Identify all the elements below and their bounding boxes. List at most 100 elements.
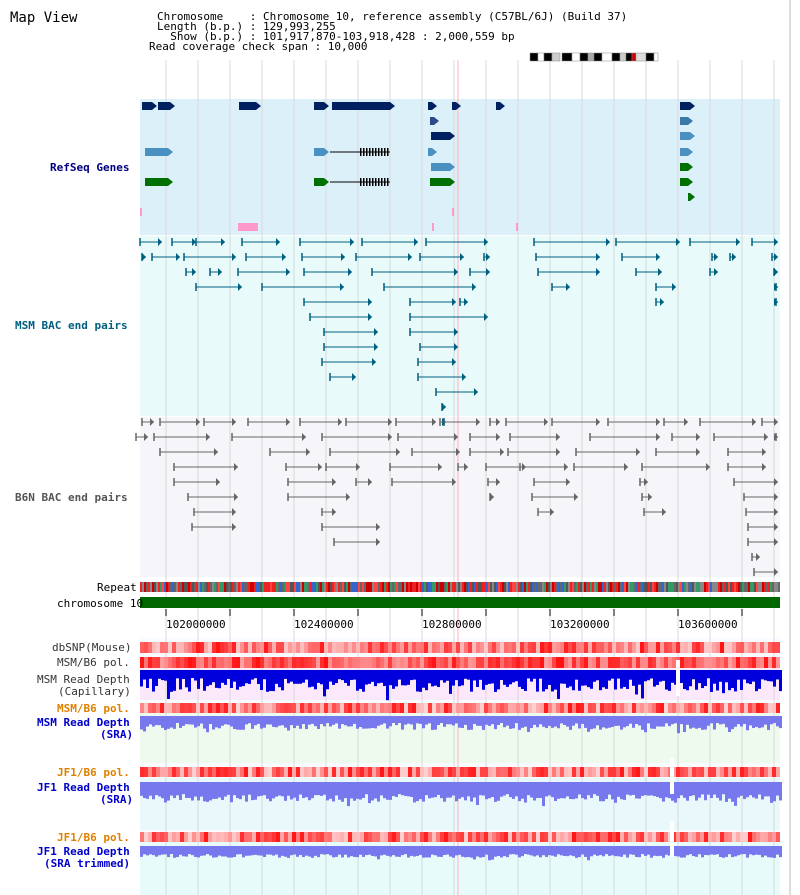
heat-cell — [140, 703, 144, 713]
depth-bar — [308, 716, 311, 725]
depth-bar — [623, 670, 626, 687]
heat-cell — [708, 657, 712, 668]
heat-cell — [372, 832, 376, 842]
depth-bar — [296, 670, 299, 684]
depth-bar — [539, 670, 542, 679]
depth-bar — [254, 782, 257, 800]
heat-cell — [684, 703, 688, 713]
heat-cell — [444, 832, 448, 842]
heat-cell — [252, 832, 256, 842]
depth-bar — [464, 846, 467, 858]
heat-cell — [696, 657, 700, 668]
repeat-mark — [278, 582, 280, 592]
heat-cell — [172, 703, 176, 713]
heat-cell — [728, 703, 732, 713]
repeat-mark — [394, 582, 396, 592]
depth-bar — [419, 670, 422, 692]
heat-cell — [676, 642, 680, 653]
heat-cell — [300, 642, 304, 653]
depth-bar — [593, 716, 596, 729]
depth-bar — [323, 716, 326, 727]
heat-cell — [744, 657, 748, 668]
heat-cell — [356, 657, 360, 668]
depth-bar — [155, 670, 158, 686]
depth-bar — [167, 782, 170, 801]
gene-arrow — [168, 178, 173, 186]
heat-cell — [432, 767, 436, 777]
depth-bar — [758, 716, 761, 729]
bac-end-arrow — [660, 298, 664, 306]
depth-bar — [623, 846, 626, 855]
depth-bar — [632, 846, 635, 855]
depth-bar — [503, 716, 506, 728]
repeat-mark — [344, 582, 346, 592]
heat-cell — [240, 832, 244, 842]
depth-bar — [557, 782, 560, 799]
ideogram-band — [601, 52, 613, 62]
repeat-mark — [666, 582, 668, 592]
depth-bar — [674, 670, 677, 685]
depth-bar — [245, 846, 248, 856]
depth-bar — [197, 716, 200, 727]
heat-cell — [324, 642, 328, 653]
heat-cell — [500, 642, 504, 653]
heat-cell — [600, 767, 604, 777]
depth-bar — [314, 846, 317, 856]
depth-bar — [338, 670, 341, 680]
repeat-mark — [454, 582, 456, 592]
depth-bar — [248, 670, 251, 684]
heat-cell — [380, 832, 384, 842]
heat-cell — [760, 642, 764, 653]
depth-bar — [776, 846, 779, 855]
depth-bar — [254, 670, 257, 679]
bac-end-arrow — [376, 538, 380, 546]
depth-bar — [767, 846, 770, 858]
depth-bar — [377, 670, 380, 684]
heat-cell — [368, 642, 372, 653]
heat-cell — [636, 642, 640, 653]
bac-end-arrow — [192, 268, 196, 276]
heat-cell — [756, 832, 760, 842]
heat-cell — [164, 767, 168, 777]
heat-cell — [272, 657, 276, 668]
repeat-mark — [568, 582, 570, 592]
depth-bar — [752, 670, 755, 682]
heat-cell — [660, 703, 664, 713]
heat-cell — [588, 642, 592, 653]
repeat-mark — [670, 582, 672, 592]
depth-bar — [743, 716, 746, 724]
heat-cell — [776, 767, 780, 777]
heat-cell — [400, 832, 404, 842]
heat-cell — [388, 703, 392, 713]
heat-cell — [524, 767, 528, 777]
heat-cell — [164, 657, 168, 668]
heat-cell — [752, 767, 756, 777]
repeat-mark — [716, 582, 718, 592]
heat-cell — [728, 642, 732, 653]
heat-cell — [736, 832, 740, 842]
gene-exon — [378, 178, 380, 186]
repeat-mark — [480, 582, 482, 592]
refseq-pink — [432, 223, 434, 231]
bac-end-arrow — [454, 433, 458, 441]
depth-bar — [413, 716, 416, 730]
depth-bar — [251, 782, 254, 801]
bac-end-arrow — [408, 253, 412, 261]
heat-cell — [196, 642, 200, 653]
bac-end-arrow — [454, 328, 458, 336]
heat-cell — [164, 642, 168, 653]
ideogram-band — [593, 52, 603, 62]
depth-bar — [296, 782, 299, 801]
repeat-mark — [560, 582, 562, 592]
depth-bar — [242, 782, 245, 796]
depth-bar — [380, 782, 383, 796]
depth-bar — [269, 782, 272, 802]
repeat-mark — [504, 582, 506, 592]
axis-tick-label: 103600000 — [678, 618, 738, 631]
ideogram-band — [579, 52, 589, 62]
repeat-mark — [160, 582, 162, 592]
heat-cell — [584, 703, 588, 713]
depth-bar — [668, 846, 671, 856]
heat-cell — [560, 703, 564, 713]
